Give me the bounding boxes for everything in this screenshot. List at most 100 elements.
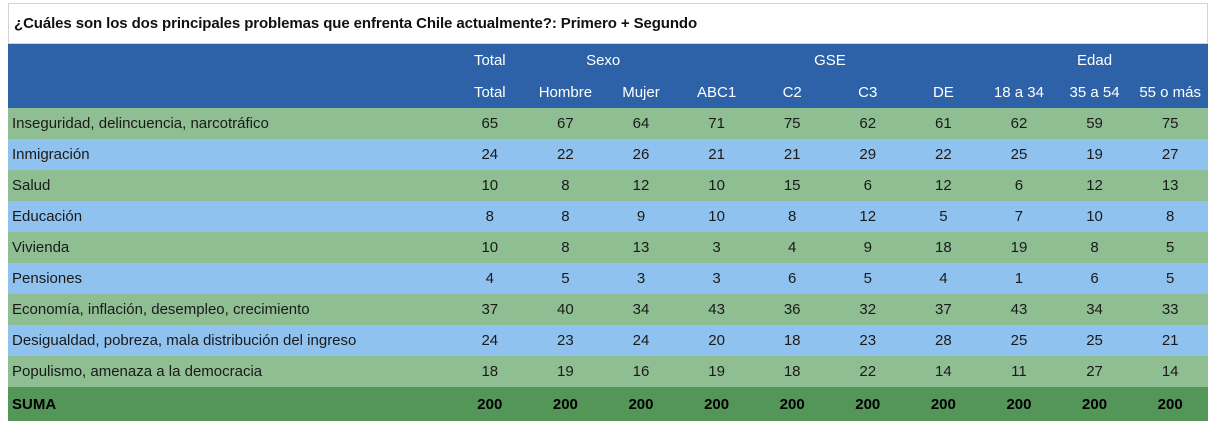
data-cell: 12 <box>829 201 906 232</box>
data-cell: 22 <box>905 139 982 170</box>
data-cell: 22 <box>829 356 906 387</box>
data-cell: 25 <box>1056 325 1133 356</box>
data-cell: 14 <box>905 356 982 387</box>
data-cell: 6 <box>981 170 1057 201</box>
table-row-vivienda: Vivienda 10 8 13 3 4 9 18 19 8 5 <box>8 232 1208 263</box>
data-cell: 13 <box>603 232 679 263</box>
total-row-label: SUMA <box>8 387 452 421</box>
row-label: Populismo, amenaza a la democracia <box>8 356 452 387</box>
data-cell: 8 <box>1132 201 1208 232</box>
data-cell: 5 <box>527 263 604 294</box>
row-label: Pensiones <box>8 263 452 294</box>
data-cell: 67 <box>527 108 604 139</box>
group-header-row: Total Sexo GSE Edad <box>8 44 1208 76</box>
data-cell: 34 <box>603 294 679 325</box>
data-cell: 65 <box>452 108 528 139</box>
data-cell: 26 <box>603 139 679 170</box>
data-cell: 8 <box>754 201 830 232</box>
column-header-total: Total <box>452 76 528 108</box>
row-label: Desigualdad, pobreza, mala distribución … <box>8 325 452 356</box>
data-cell: 5 <box>1132 263 1208 294</box>
data-cell: 1 <box>981 263 1057 294</box>
data-cell: 59 <box>1056 108 1133 139</box>
data-cell: 3 <box>678 232 755 263</box>
table-row-economia-inflacion: Economía, inflación, desempleo, crecimie… <box>8 294 1208 325</box>
data-cell: 6 <box>754 263 830 294</box>
row-label: Inmigración <box>8 139 452 170</box>
data-cell: 37 <box>452 294 528 325</box>
data-cell: 22 <box>527 139 604 170</box>
data-cell: 10 <box>452 170 528 201</box>
table-row-desigualdad-pobreza: Desigualdad, pobreza, mala distribución … <box>8 325 1208 356</box>
data-cell: 43 <box>981 294 1057 325</box>
column-header-abc1: ABC1 <box>678 76 755 108</box>
table-row-educacion: Educación 8 8 9 10 8 12 5 7 10 8 <box>8 201 1208 232</box>
group-header-total: Total <box>452 44 528 76</box>
data-cell: 36 <box>754 294 830 325</box>
group-header-edad: Edad <box>981 44 1208 76</box>
data-cell: 19 <box>527 356 604 387</box>
data-cell: 29 <box>829 139 906 170</box>
total-cell: 200 <box>1056 387 1133 421</box>
data-cell: 8 <box>527 232 604 263</box>
data-cell: 12 <box>905 170 982 201</box>
data-cell: 75 <box>1132 108 1208 139</box>
data-cell: 8 <box>527 201 604 232</box>
question-title: ¿Cuáles son los dos principales problema… <box>8 3 1208 44</box>
corner-spacer <box>8 76 452 108</box>
data-cell: 12 <box>1056 170 1133 201</box>
total-cell: 200 <box>527 387 604 421</box>
total-cell: 200 <box>905 387 982 421</box>
data-cell: 23 <box>829 325 906 356</box>
total-row: SUMA 200 200 200 200 200 200 200 200 200 200 <box>8 387 1208 421</box>
data-cell: 6 <box>1056 263 1133 294</box>
data-cell: 5 <box>1132 232 1208 263</box>
data-cell: 5 <box>829 263 906 294</box>
column-header-35-a-54: 35 a 54 <box>1056 76 1133 108</box>
data-cell: 5 <box>905 201 982 232</box>
data-cell: 34 <box>1056 294 1133 325</box>
total-cell: 200 <box>1132 387 1208 421</box>
column-header-row: Total Hombre Mujer ABC1 C2 C3 DE 18 a 34 35 a 54… <box>8 76 1208 108</box>
data-cell: 18 <box>754 325 830 356</box>
group-header-gse: GSE <box>678 44 982 76</box>
row-label: Economía, inflación, desempleo, crecimie… <box>8 294 452 325</box>
data-cell: 20 <box>678 325 755 356</box>
column-header-55-o-mas: 55 o más <box>1132 76 1208 108</box>
data-cell: 37 <box>905 294 982 325</box>
total-cell: 200 <box>678 387 755 421</box>
data-cell: 64 <box>603 108 679 139</box>
data-cell: 13 <box>1132 170 1208 201</box>
total-cell: 200 <box>981 387 1057 421</box>
data-cell: 6 <box>829 170 906 201</box>
data-cell: 21 <box>754 139 830 170</box>
data-cell: 12 <box>603 170 679 201</box>
data-cell: 4 <box>754 232 830 263</box>
data-cell: 28 <box>905 325 982 356</box>
column-header-c2: C2 <box>754 76 830 108</box>
data-cell: 18 <box>452 356 528 387</box>
data-cell: 21 <box>678 139 755 170</box>
data-cell: 15 <box>754 170 830 201</box>
column-header-hombre: Hombre <box>527 76 604 108</box>
data-cell: 75 <box>754 108 830 139</box>
row-label: Vivienda <box>8 232 452 263</box>
data-cell: 14 <box>1132 356 1208 387</box>
table-body: Inseguridad, delincuencia, narcotráfico 6… <box>8 108 1208 421</box>
data-cell: 33 <box>1132 294 1208 325</box>
data-cell: 8 <box>1056 232 1133 263</box>
column-header-18-a-34: 18 a 34 <box>981 76 1057 108</box>
column-header-mujer: Mujer <box>603 76 679 108</box>
total-cell: 200 <box>829 387 906 421</box>
data-cell: 62 <box>981 108 1057 139</box>
data-cell: 10 <box>452 232 528 263</box>
data-cell: 61 <box>905 108 982 139</box>
table-header: Total Sexo GSE Edad Total Hombre Mujer ABC1 C2 C3… <box>8 44 1208 108</box>
data-cell: 8 <box>452 201 528 232</box>
column-header-c3: C3 <box>829 76 906 108</box>
data-cell: 24 <box>452 325 528 356</box>
data-cell: 32 <box>829 294 906 325</box>
data-cell: 24 <box>603 325 679 356</box>
data-cell: 43 <box>678 294 755 325</box>
